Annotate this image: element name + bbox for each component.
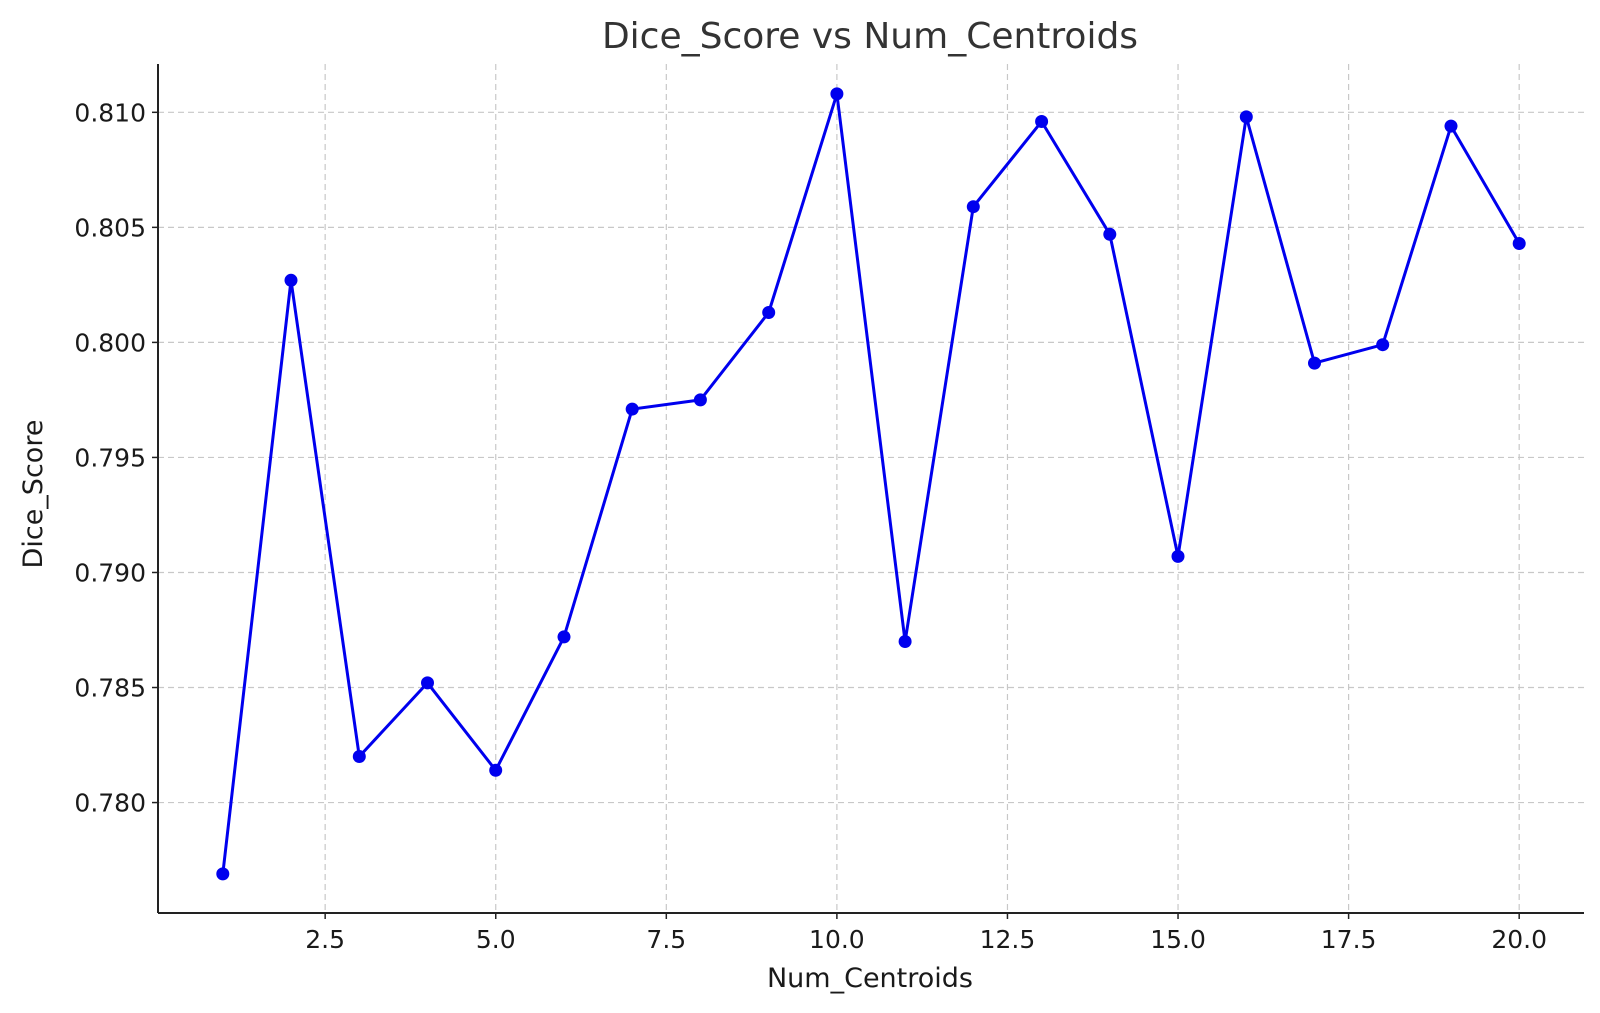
axes	[157, 64, 1584, 914]
x-tick-label: 17.5	[1321, 925, 1377, 954]
chart-title: Dice_Score vs Num_Centroids	[602, 16, 1138, 57]
data-point	[898, 635, 912, 648]
data-point	[284, 273, 298, 287]
ticks: 2.5 5.0 7.5 10.0 12.5 15.0 17.5 20.0 0.780 0.785 0…	[74, 98, 1547, 954]
x-tick-label: 2.5	[305, 925, 345, 954]
grid	[158, 64, 1584, 913]
x-tick-label: 7.5	[646, 925, 686, 954]
x-tick-label: 20.0	[1491, 925, 1547, 954]
y-tick-label: 0.780	[74, 789, 146, 818]
series	[216, 87, 1526, 881]
data-point	[625, 402, 639, 416]
y-tick-label: 0.790	[74, 558, 146, 587]
data-point	[830, 87, 844, 101]
data-point	[1376, 338, 1390, 352]
x-tick-label: 5.0	[476, 925, 516, 954]
y-tick-label: 0.785	[74, 674, 146, 703]
y-axis-label: Dice_Score	[18, 420, 49, 569]
data-point	[557, 630, 571, 644]
data-point	[216, 867, 230, 881]
data-point	[1035, 115, 1049, 128]
x-axis-label: Num_Centroids	[767, 963, 973, 994]
data-point	[1239, 110, 1253, 124]
data-point	[1512, 237, 1526, 250]
x-tick-label: 12.5	[980, 925, 1036, 954]
data-point	[966, 200, 980, 214]
y-tick-label: 0.795	[74, 443, 146, 472]
data-point	[1308, 356, 1321, 370]
data-point	[421, 676, 434, 690]
data-point	[489, 763, 503, 777]
x-tick-label: 15.0	[1150, 925, 1206, 954]
data-point	[762, 306, 776, 319]
series-line	[221, 92, 1521, 875]
y-tick-label: 0.805	[74, 213, 146, 242]
data-point	[1171, 549, 1185, 563]
data-point	[352, 750, 366, 763]
y-tick-label: 0.810	[74, 98, 146, 127]
x-tick-label: 10.0	[809, 925, 865, 954]
y-tick-label: 0.800	[74, 328, 146, 357]
data-point	[1444, 119, 1458, 133]
data-point	[693, 393, 707, 407]
data-point	[1103, 227, 1117, 241]
